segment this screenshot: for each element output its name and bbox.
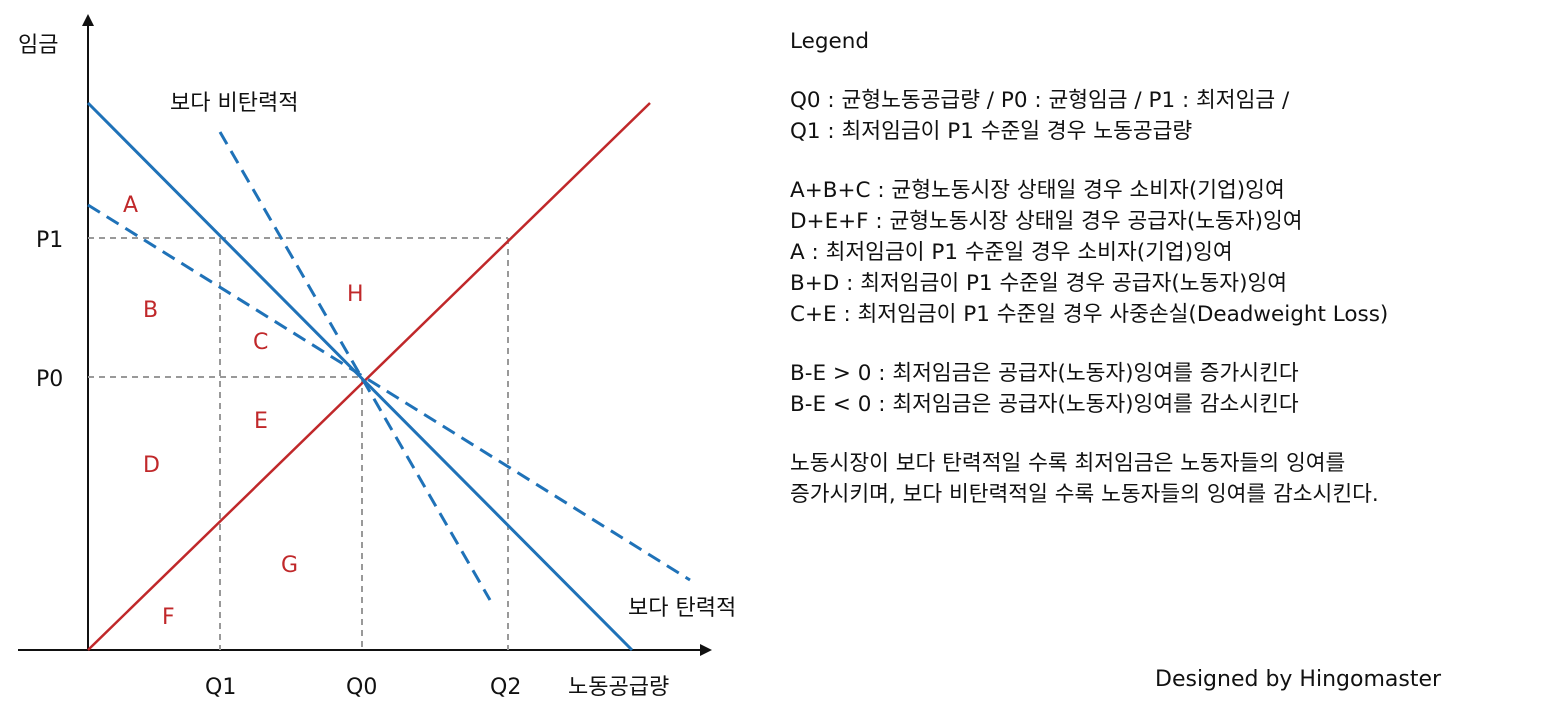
- region-c: C: [253, 330, 268, 355]
- legend: Legend Q0 : 균형노동공급량 / P0 : 균형임금 / P1 : 최…: [790, 26, 1550, 510]
- tick-q2: Q2: [490, 675, 521, 700]
- legend-comparison-line: B-E > 0 : 최저임금은 공급자(노동자)잉여를 증가시킨다: [790, 361, 1299, 386]
- legend-surplus-line: D+E+F : 균형노동시장 상태일 경우 공급자(노동자)잉여: [790, 209, 1303, 234]
- legend-surplus-line: C+E : 최저임금이 P1 수준일 경우 사중손실(Deadweight Lo…: [790, 302, 1389, 327]
- demand-curve: [86, 101, 634, 652]
- legend-comparison-line: B-E < 0 : 최저임금은 공급자(노동자)잉여를 감소시킨다: [790, 392, 1299, 417]
- region-f: F: [162, 605, 175, 630]
- legend-conclusion-line: 증가시키며, 보다 비탄력적일 수록 노동자들의 잉여를 감소시킨다.: [790, 482, 1379, 507]
- region-a: A: [123, 193, 138, 218]
- legend-conclusion-line: 노동시장이 보다 탄력적일 수록 최저임금은 노동자들의 잉여를: [790, 451, 1346, 476]
- tick-p0: P0: [36, 367, 63, 392]
- legend-title: Legend: [790, 29, 869, 54]
- more-elastic-demand-curve: [87, 203, 691, 582]
- less-elastic-label: 보다 비탄력적: [170, 91, 298, 116]
- region-g: G: [281, 553, 298, 578]
- legend-definition-line: Q1 : 최저임금이 P1 수준일 경우 노동공급량: [790, 119, 1193, 144]
- legend-surplus-line: A+B+C : 균형노동시장 상태일 경우 소비자(기업)잉여: [790, 178, 1285, 203]
- less-elastic-demand-curve: [218, 131, 492, 601]
- region-e: E: [254, 409, 268, 434]
- guide-lines: [88, 237, 509, 650]
- labor-market-diagram: 임금 노동공급량 P1 P0 Q1 Q0 Q2 보다 비탄력적 보다 탄력적 A…: [18, 14, 736, 700]
- region-b: B: [143, 298, 158, 323]
- tick-p1: P1: [36, 228, 63, 253]
- tick-q0: Q0: [346, 675, 377, 700]
- supply-curve: [87, 102, 651, 651]
- tick-q1: Q1: [205, 675, 236, 700]
- region-d: D: [143, 453, 160, 478]
- legend-surplus-line: B+D : 최저임금이 P1 수준일 경우 공급자(노동자)잉여: [790, 271, 1288, 296]
- y-axis-label: 임금: [18, 33, 58, 58]
- region-h: H: [347, 282, 364, 307]
- more-elastic-label: 보다 탄력적: [628, 596, 736, 621]
- x-axis-label: 노동공급량: [568, 675, 669, 700]
- legend-definition-line: Q0 : 균형노동공급량 / P0 : 균형임금 / P1 : 최저임금 /: [790, 88, 1290, 113]
- credit-text: Designed by Hingomaster: [1155, 667, 1442, 692]
- legend-surplus-line: A : 최저임금이 P1 수준일 경우 소비자(기업)잉여: [790, 240, 1233, 265]
